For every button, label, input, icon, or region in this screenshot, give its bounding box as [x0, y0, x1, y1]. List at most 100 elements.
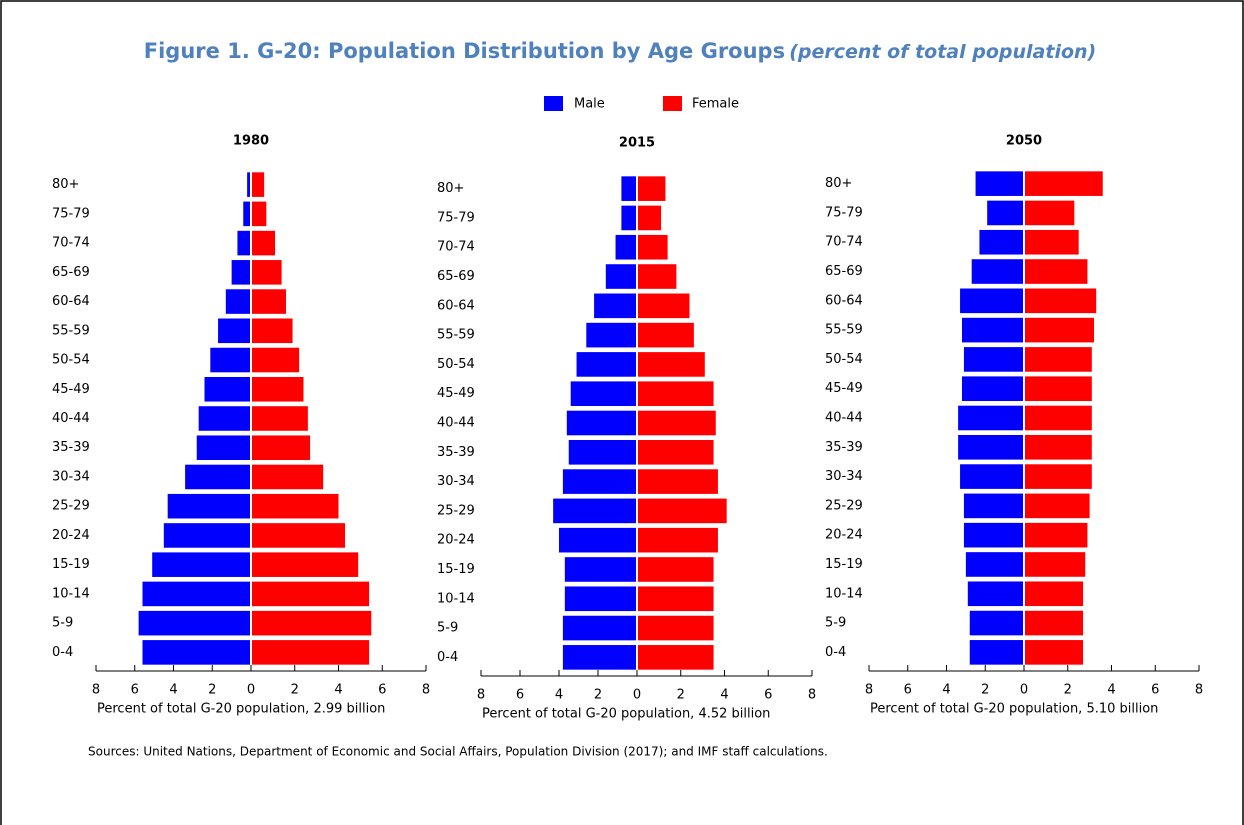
bar — [615, 234, 636, 260]
bar — [252, 552, 359, 577]
bar — [960, 464, 1023, 489]
bar — [553, 498, 636, 524]
bar — [564, 586, 636, 612]
y-tick-label: 75-79 — [825, 205, 863, 220]
y-tick-label: 50-54 — [437, 357, 475, 372]
x-tick-label: 2 — [208, 683, 216, 698]
bar — [196, 435, 250, 461]
bar — [163, 523, 250, 548]
bar — [1025, 640, 1084, 665]
y-tick-label: 35-39 — [437, 445, 475, 460]
y-tick-label: 65-69 — [825, 264, 863, 279]
y-tick-label: 30-34 — [825, 469, 863, 484]
bar — [1025, 522, 1088, 548]
x-tick-label: 2 — [291, 683, 299, 698]
x-axis-label: Percent of total G-20 population, 5.10 b… — [870, 702, 1158, 717]
bar — [185, 464, 250, 490]
bar — [566, 410, 636, 436]
y-tick-label: 20-24 — [437, 533, 475, 548]
bar — [237, 230, 250, 256]
y-tick-label: 15-19 — [437, 562, 475, 577]
y-tick-label: 5-9 — [437, 621, 458, 636]
bar — [231, 260, 250, 285]
y-tick-label: 80+ — [437, 181, 464, 196]
y-tick-label: 50-54 — [52, 353, 90, 368]
bar — [638, 234, 668, 260]
x-tick-label: 0 — [1020, 683, 1028, 698]
x-tick-label: 2 — [981, 683, 989, 698]
bar — [559, 527, 636, 553]
bar — [1025, 464, 1092, 489]
bar — [605, 264, 636, 289]
y-tick-label: 35-39 — [825, 440, 863, 455]
y-tick-label: 40-44 — [52, 411, 90, 426]
x-tick-label: 6 — [904, 683, 912, 698]
bar — [1025, 610, 1084, 636]
bar — [247, 172, 250, 197]
bar — [252, 581, 370, 607]
bar — [1025, 229, 1079, 255]
bar — [568, 439, 636, 465]
x-tick-label: 4 — [720, 688, 728, 703]
title-main: Figure 1. G-20: Population Distribution … — [144, 39, 785, 63]
bar — [962, 376, 1023, 402]
bar — [564, 557, 636, 582]
y-tick-label: 10-14 — [437, 591, 475, 606]
bar — [138, 610, 250, 636]
bar — [638, 645, 714, 670]
bar — [167, 493, 250, 519]
x-tick-label: 4 — [1107, 683, 1115, 698]
y-tick-label: 20-24 — [52, 528, 90, 543]
y-tick-label: 50-54 — [825, 352, 863, 367]
y-tick-label: 10-14 — [825, 586, 863, 601]
bar — [252, 318, 293, 344]
y-tick-label: 45-49 — [825, 381, 863, 396]
bar — [586, 322, 636, 348]
bar — [1025, 434, 1092, 460]
bar — [570, 381, 636, 407]
x-tick-label: 8 — [477, 688, 485, 703]
bar — [252, 610, 372, 636]
y-tick-label: 15-19 — [52, 557, 90, 572]
bar — [562, 469, 636, 494]
bar — [252, 435, 311, 461]
bar — [562, 645, 636, 670]
bar — [979, 229, 1023, 255]
bar — [965, 552, 1023, 577]
x-tick-label: 8 — [865, 683, 873, 698]
x-tick-label: 4 — [942, 683, 950, 698]
bar — [252, 201, 267, 227]
y-tick-label: 70-74 — [437, 240, 475, 255]
y-tick-label: 80+ — [825, 176, 852, 191]
x-tick-label: 8 — [1195, 683, 1203, 698]
y-tick-label: 60-64 — [825, 293, 863, 308]
legend-label: Female — [692, 97, 739, 112]
bar — [638, 615, 714, 641]
y-tick-label: 25-29 — [52, 499, 90, 514]
x-tick-label: 4 — [555, 688, 563, 703]
y-tick-label: 30-34 — [52, 469, 90, 484]
y-tick-label: 75-79 — [437, 210, 475, 225]
bar — [963, 493, 1023, 519]
y-tick-label: 25-29 — [437, 503, 475, 518]
legend-label: Male — [574, 97, 605, 112]
y-tick-label: 40-44 — [437, 416, 475, 431]
bar — [971, 259, 1023, 284]
bar — [638, 586, 714, 612]
chart-title: Figure 1. G-20: Population Distribution … — [144, 39, 1096, 63]
legend-swatch — [663, 96, 682, 111]
y-tick-label: 60-64 — [437, 298, 475, 313]
bar — [969, 610, 1023, 636]
bar — [638, 498, 727, 524]
y-tick-label: 55-59 — [52, 323, 90, 338]
bar — [1025, 259, 1088, 284]
x-tick-label: 6 — [131, 683, 139, 698]
bar — [252, 464, 324, 490]
bar — [218, 318, 250, 344]
bar — [987, 200, 1023, 226]
bar — [1025, 376, 1092, 402]
y-tick-label: 35-39 — [52, 440, 90, 455]
bar — [252, 406, 308, 431]
bar — [638, 410, 716, 436]
bar — [1025, 347, 1092, 372]
